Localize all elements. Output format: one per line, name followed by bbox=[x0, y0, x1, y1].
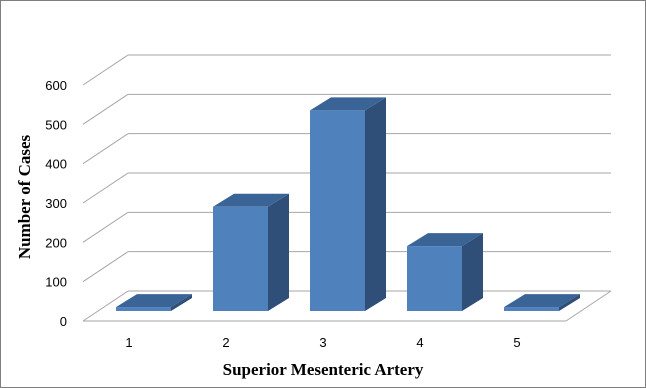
bar-side-face bbox=[462, 233, 483, 311]
bar-front-face bbox=[504, 307, 559, 311]
x-tick-label: 2 bbox=[222, 335, 229, 350]
gridline-diagonal bbox=[82, 133, 129, 165]
gridline-diagonal bbox=[82, 290, 129, 322]
y-axis-title: Number of Cases bbox=[15, 134, 34, 259]
x-axis-title: Superior Mesenteric Artery bbox=[223, 360, 424, 379]
bar-top-face bbox=[116, 294, 192, 308]
bar-top-face bbox=[310, 97, 386, 111]
bar-2 bbox=[213, 193, 289, 311]
bar-front-face bbox=[407, 246, 462, 311]
bar-front-face bbox=[213, 206, 268, 311]
bar-top-face bbox=[407, 233, 483, 247]
y-tick-label: 500 bbox=[45, 117, 67, 132]
x-tick-label: 4 bbox=[416, 335, 423, 350]
gridline-diagonal bbox=[82, 54, 129, 86]
gridline-diagonal bbox=[82, 251, 129, 283]
bar-side-face bbox=[559, 294, 580, 311]
y-tick-label: 400 bbox=[45, 157, 67, 172]
y-tick-label: 200 bbox=[45, 235, 67, 250]
gridline-diagonal bbox=[82, 211, 129, 243]
bar-side-face bbox=[365, 97, 386, 312]
bar-front-face bbox=[310, 110, 365, 312]
y-tick-label: 100 bbox=[45, 275, 67, 290]
gridline-diagonal bbox=[82, 93, 129, 125]
bars bbox=[116, 97, 580, 312]
bar-3 bbox=[310, 97, 386, 312]
y-tick-label: 0 bbox=[60, 314, 67, 329]
bar-front-face bbox=[116, 307, 171, 311]
y-tick-label: 300 bbox=[45, 196, 67, 211]
y-tick-labels: 0 100 200 300 400 500 600 bbox=[45, 78, 67, 329]
bar-top-face bbox=[504, 294, 580, 308]
bar-top-face bbox=[213, 193, 289, 207]
gridline-diagonal bbox=[82, 172, 129, 204]
x-tick-labels: 1 2 3 4 5 bbox=[125, 335, 520, 350]
bar-5 bbox=[504, 294, 580, 311]
bar-side-face bbox=[171, 294, 192, 311]
bar-4 bbox=[407, 233, 483, 311]
bar-1 bbox=[116, 294, 192, 311]
x-tick-label: 3 bbox=[319, 335, 326, 350]
x-tick-label: 1 bbox=[125, 335, 132, 350]
floor-right-edge bbox=[565, 290, 612, 322]
bar-side-face bbox=[268, 193, 289, 311]
x-tick-label: 5 bbox=[513, 335, 520, 350]
y-tick-label: 600 bbox=[45, 78, 67, 93]
